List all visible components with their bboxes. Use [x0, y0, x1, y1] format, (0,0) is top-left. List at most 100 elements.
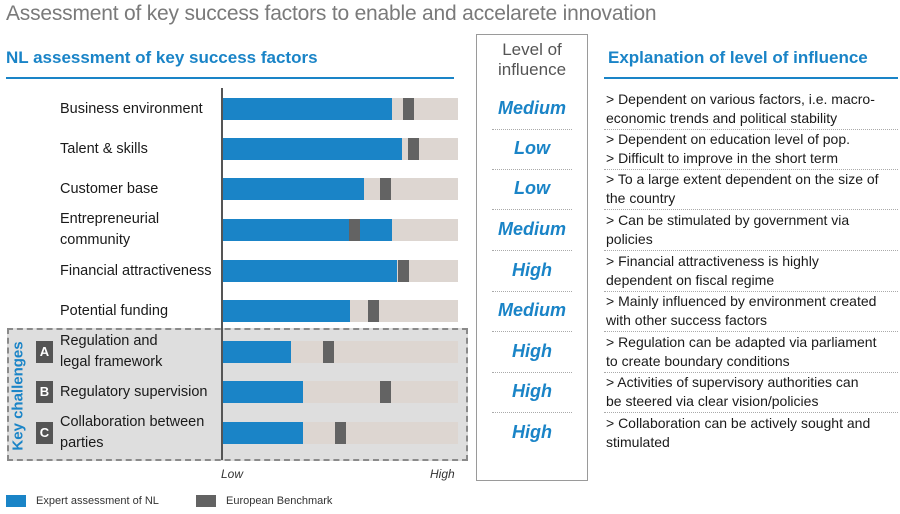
bar-expert-customer-base — [223, 178, 364, 200]
bar-expert-business-environment — [223, 98, 393, 120]
explanation-line: > Mainly influenced by environment creat… — [606, 293, 877, 309]
factor-label-regulatory-supervision: Regulatory supervision — [60, 382, 208, 403]
explanation-regulatory-supervision: > Activities of supervisory authorities … — [606, 373, 894, 411]
bar-expert-talent-skills — [223, 138, 402, 160]
explanation-line: > Can be stimulated by government via — [606, 212, 850, 228]
bar-expert-potential-funding — [223, 300, 350, 322]
badge-b: B — [36, 381, 53, 403]
bar-track-potential-funding — [223, 300, 458, 322]
explanation-entrepreneurial-community: > Can be stimulated by government via pol… — [606, 211, 894, 249]
level-value-regulatory-supervision: High — [512, 381, 552, 401]
factor-label-line: Entrepreneurial — [60, 211, 160, 227]
key-challenges-label: Key challenges — [9, 341, 27, 451]
explanation-regulation-and-legal-framework: > Regulation can be adapted via parliame… — [606, 333, 894, 371]
level-separator — [492, 169, 572, 170]
factor-label-line: parties — [60, 435, 104, 451]
key-challenges-title: Key challenges — [4, 335, 32, 457]
factor-label-business-environment: Business environment — [60, 99, 203, 120]
explanation-line: > Dependent on various factors, i.e. mac… — [606, 91, 875, 107]
explanation-line: > Dependent on education level of pop. — [606, 131, 851, 147]
legend-label-benchmark: European Benchmark — [226, 495, 333, 507]
level-value-financial-attractiveness: High — [512, 260, 552, 280]
benchmark-marker-potential-funding — [367, 300, 379, 322]
level-value-potential-funding: Medium — [497, 300, 566, 320]
level-value-collaboration-between-parties: High — [512, 422, 552, 442]
factor-label-line: Business environment — [60, 100, 203, 117]
factor-label-line: Financial attractiveness — [60, 262, 212, 279]
explanation-separator — [604, 331, 898, 332]
explanation-customer-base: > To a large extent dependent on the siz… — [606, 170, 894, 208]
explanation-collaboration-between-parties: > Collaboration can be actively sought a… — [606, 414, 894, 452]
explanation-separator — [604, 372, 898, 373]
benchmark-marker-financial-attractiveness — [398, 260, 410, 282]
benchmark-marker-business-environment — [403, 98, 415, 120]
level-separator — [492, 129, 572, 130]
explanation-line: with other success factors — [606, 312, 768, 328]
factor-label-customer-base: Customer base — [60, 179, 158, 200]
explanation-line: stimulated — [606, 434, 670, 450]
bar-track-financial-attractiveness — [223, 260, 458, 282]
explanation-separator — [604, 129, 898, 130]
explanation-line: > Collaboration can be actively sought a… — [606, 415, 871, 431]
badge-c: C — [36, 422, 53, 444]
explanation-business-environment: > Dependent on various factors, i.e. mac… — [606, 90, 894, 128]
level-separator — [492, 372, 572, 373]
factor-label-talent-skills: Talent & skills — [60, 139, 148, 160]
bar-expert-collaboration-between-parties — [223, 422, 303, 444]
explanation-line: dependent on fiscal regime — [606, 272, 775, 288]
factor-label-line: Collaboration between — [60, 414, 205, 430]
level-of-influence-header: Level of influence — [476, 40, 588, 80]
level-separator — [492, 331, 572, 332]
explanation-separator — [604, 291, 898, 292]
explanation-separator — [604, 412, 898, 413]
assessment-title-rule — [6, 77, 454, 79]
badge-a: A — [36, 341, 53, 363]
explanation-line: economic trends and political stability — [606, 110, 838, 126]
benchmark-marker-entrepreneurial-community — [349, 219, 361, 241]
explanation-line: > Regulation can be adapted via parliame… — [606, 334, 877, 350]
explanation-line: > Financial attractiveness is highly — [606, 253, 819, 269]
bar-track-customer-base — [223, 178, 458, 200]
assessment-section-title: NL assessment of key success factors — [6, 48, 318, 67]
benchmark-marker-regulation-and-legal-framework — [323, 341, 335, 363]
explanation-financial-attractiveness: > Financial attractiveness is highly depe… — [606, 252, 894, 290]
factor-label-line: Talent & skills — [60, 140, 148, 157]
level-value-customer-base: Low — [514, 178, 550, 198]
level-header-line-1: Level of — [502, 40, 562, 59]
level-value-business-environment: Medium — [497, 98, 566, 118]
level-of-influence-column — [476, 34, 588, 481]
explanation-line: > Difficult to improve in the short term — [606, 150, 838, 166]
explanation-talent-skills: > Dependent on education level of pop. > … — [606, 130, 894, 168]
explanation-line: to create boundary conditions — [606, 353, 790, 369]
explanation-line: the country — [606, 190, 676, 206]
factor-label-line: Regulation and — [60, 333, 158, 349]
factor-label-collaboration-between-parties: Collaboration between parties — [60, 412, 204, 454]
factor-label-line: Regulatory supervision — [60, 383, 208, 400]
bar-track-collaboration-between-parties — [223, 422, 458, 444]
bar-track-talent-skills — [223, 138, 458, 160]
bar-track-business-environment — [223, 98, 458, 120]
explanation-section-title: Explanation of level of influence — [608, 48, 868, 67]
factor-label-line: community — [60, 232, 131, 248]
explanation-line: be steered via clear vision/policies — [606, 393, 819, 409]
benchmark-marker-regulatory-supervision — [379, 381, 391, 403]
explanation-separator — [604, 250, 898, 251]
benchmark-marker-talent-skills — [407, 138, 419, 160]
explanation-separator — [604, 209, 898, 210]
level-separator — [492, 291, 572, 292]
legend-item-benchmark: European Benchmark — [196, 494, 332, 508]
legend-item-expert: Expert assessment of NL — [6, 494, 159, 508]
benchmark-marker-customer-base — [379, 178, 391, 200]
chart-axis-line — [221, 88, 223, 460]
level-separator — [492, 412, 572, 413]
legend-label-expert: Expert assessment of NL — [36, 495, 159, 507]
x-tick-high: High — [430, 467, 455, 481]
factor-label-regulation-and-legal-framework: Regulation and legal framework — [60, 331, 162, 373]
level-separator — [492, 250, 572, 251]
level-separator — [492, 209, 572, 210]
level-value-entrepreneurial-community: Medium — [497, 219, 566, 239]
explanation-line: policies — [606, 231, 653, 247]
explanation-potential-funding: > Mainly influenced by environment creat… — [606, 292, 894, 330]
factor-label-entrepreneurial-community: Entrepreneurial community — [60, 209, 159, 251]
factor-label-potential-funding: Potential funding — [60, 301, 168, 322]
